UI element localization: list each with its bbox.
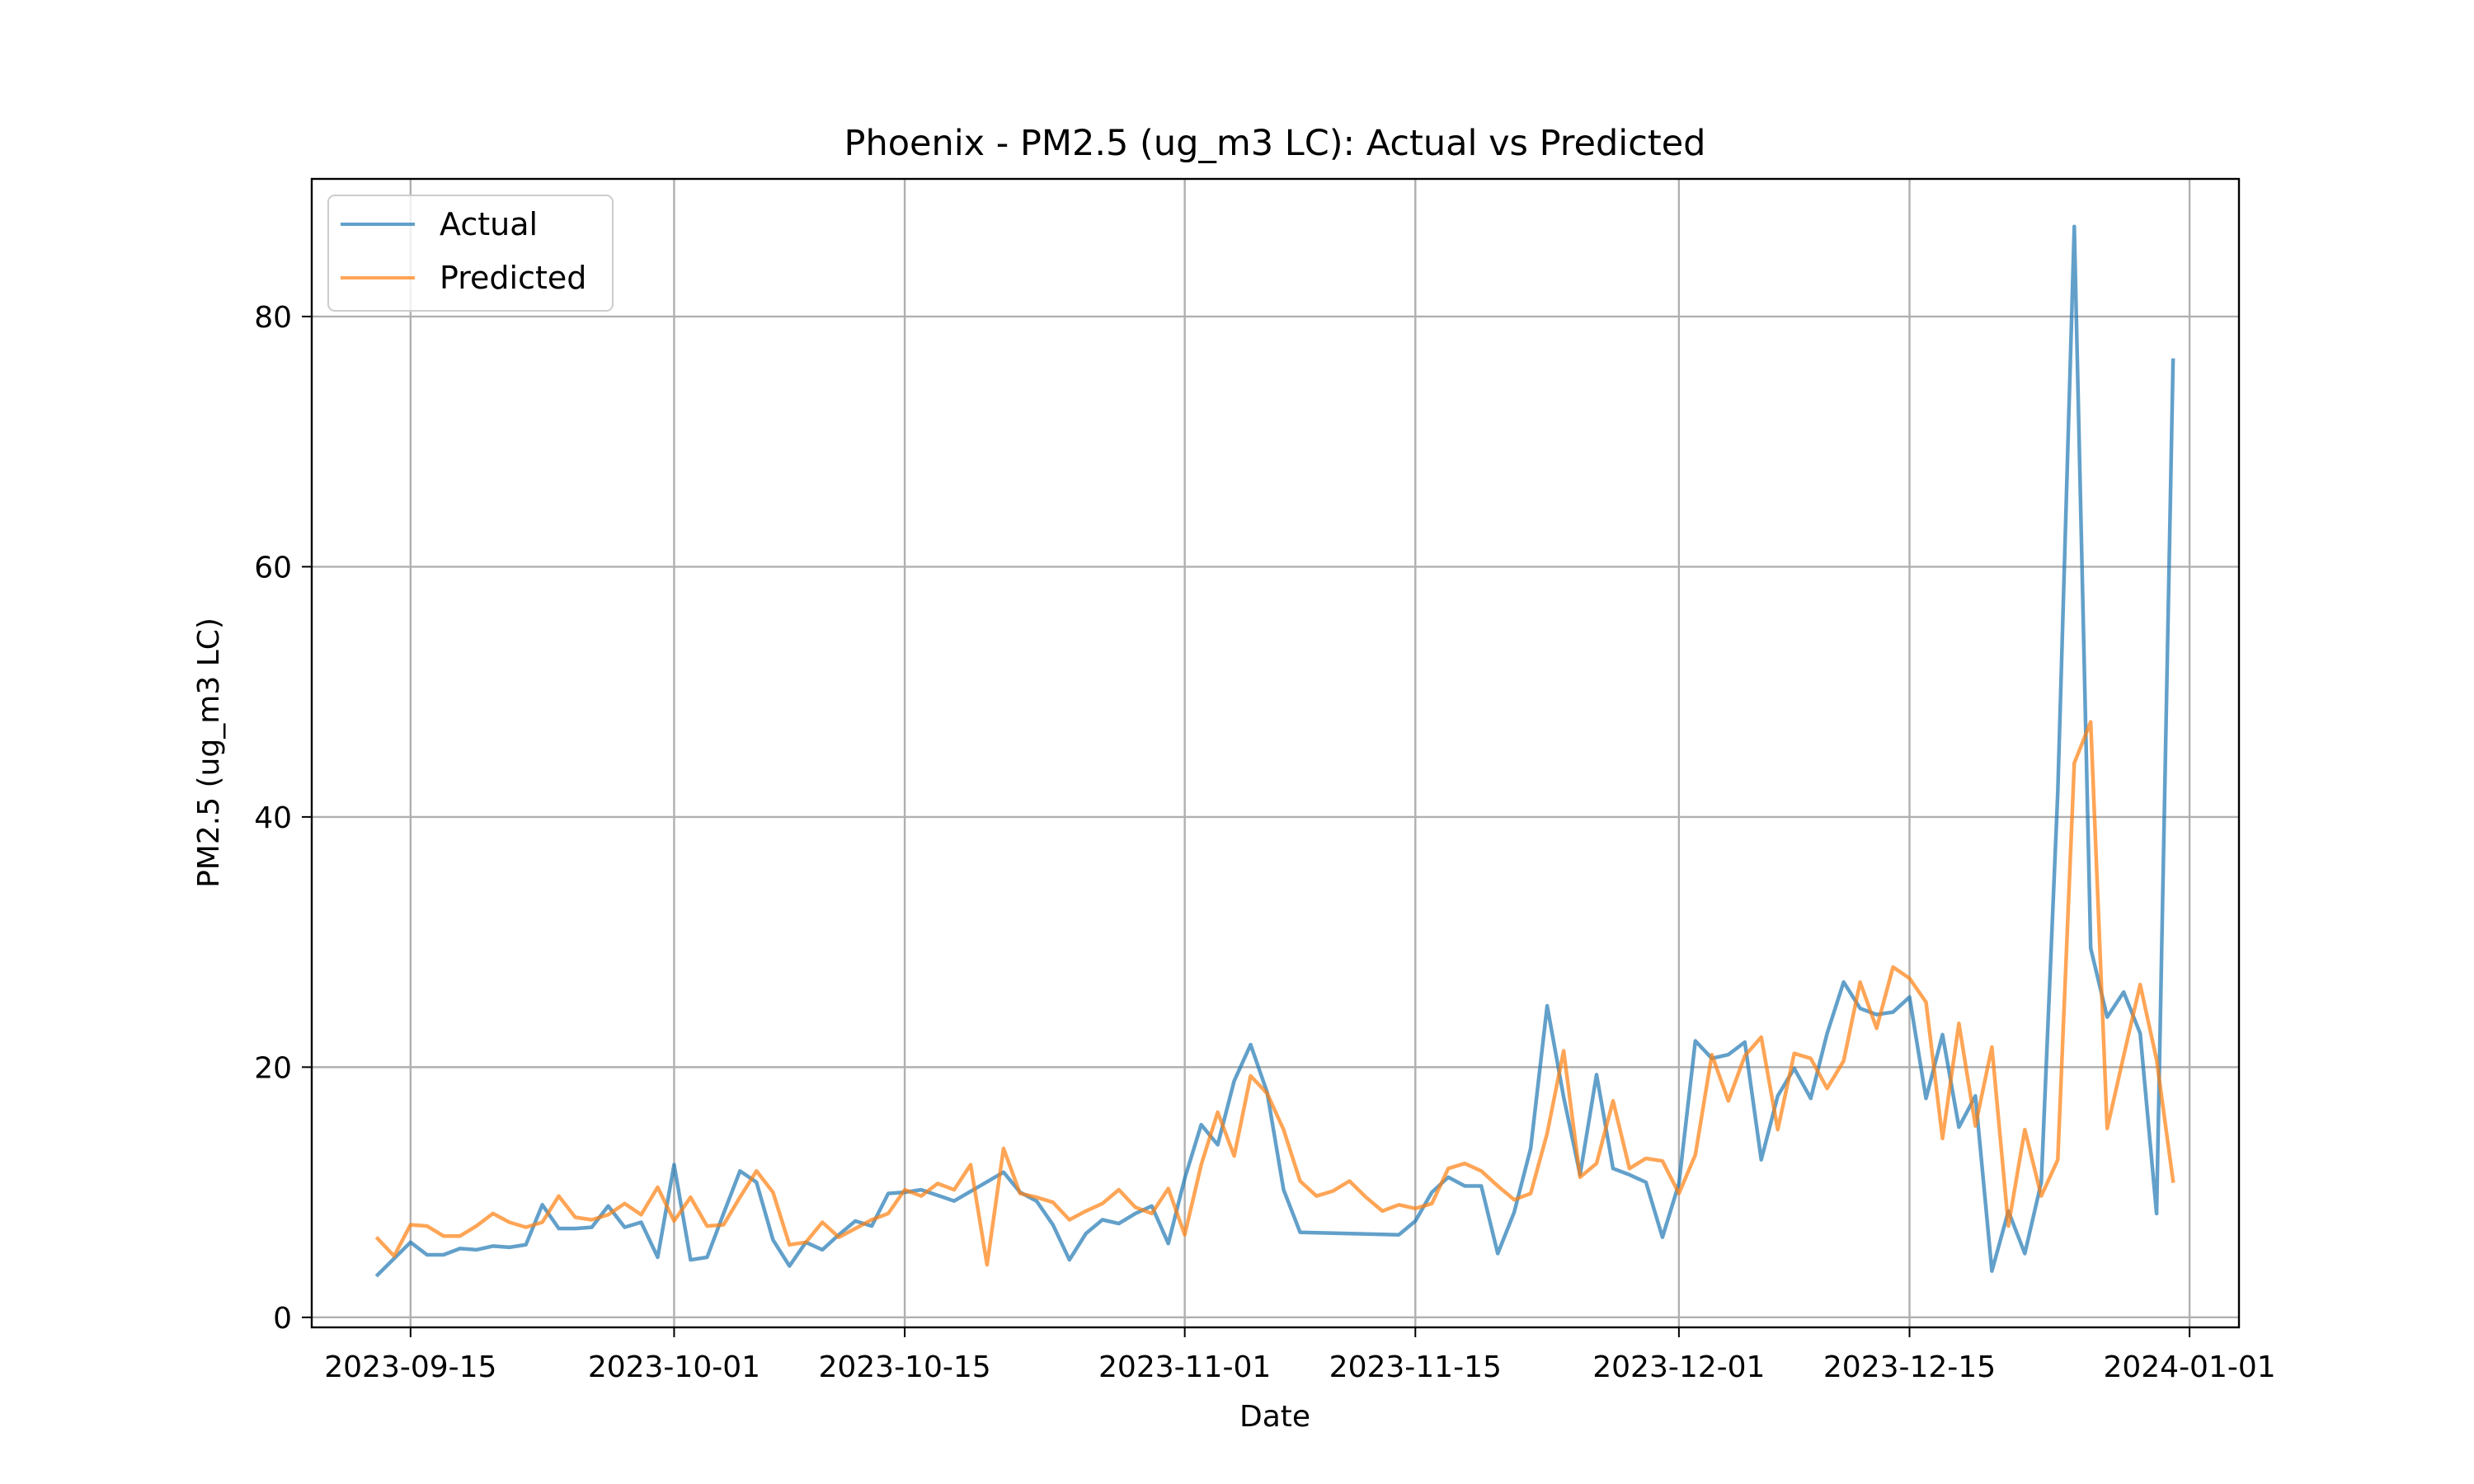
legend-label-actual: Actual <box>440 206 538 242</box>
plot-frame <box>310 177 2241 1329</box>
y-tick-label: 0 <box>273 1302 292 1336</box>
x-tick-label: 2023-09-15 <box>324 1350 496 1384</box>
data-series <box>374 224 2175 1278</box>
x-tick-label: 2023-10-15 <box>818 1350 990 1384</box>
x-tick-label: 2023-12-01 <box>1592 1350 1765 1384</box>
legend: Actual Predicted <box>327 195 614 312</box>
y-tick-label: 60 <box>254 551 292 585</box>
series-line-predicted <box>374 720 2175 1267</box>
grid-lines <box>312 179 2239 1327</box>
x-tick-label: 2023-11-15 <box>1329 1350 1502 1384</box>
series-line-actual <box>374 224 2175 1278</box>
y-tick-label: 80 <box>254 301 292 335</box>
y-tick-label: 20 <box>254 1051 292 1085</box>
axis-ticks: 2023-09-15 2023-10-01 2023-10-15 2023-11-01… <box>254 301 2275 1384</box>
x-tick-label: 2023-10-01 <box>588 1350 760 1384</box>
chart-title: Phoenix - PM2.5 (ug_m3 LC): Actual vs Pr… <box>844 123 1706 164</box>
x-tick-label: 2023-11-01 <box>1098 1350 1271 1384</box>
legend-label-predicted: Predicted <box>440 260 586 296</box>
y-axis-label: PM2.5 (ug_m3 LC) <box>192 618 226 888</box>
x-tick-label: 2023-12-15 <box>1823 1350 1996 1384</box>
x-axis-label: Date <box>1239 1400 1310 1434</box>
y-tick-label: 40 <box>254 801 292 835</box>
x-tick-label: 2024-01-01 <box>2103 1350 2275 1384</box>
